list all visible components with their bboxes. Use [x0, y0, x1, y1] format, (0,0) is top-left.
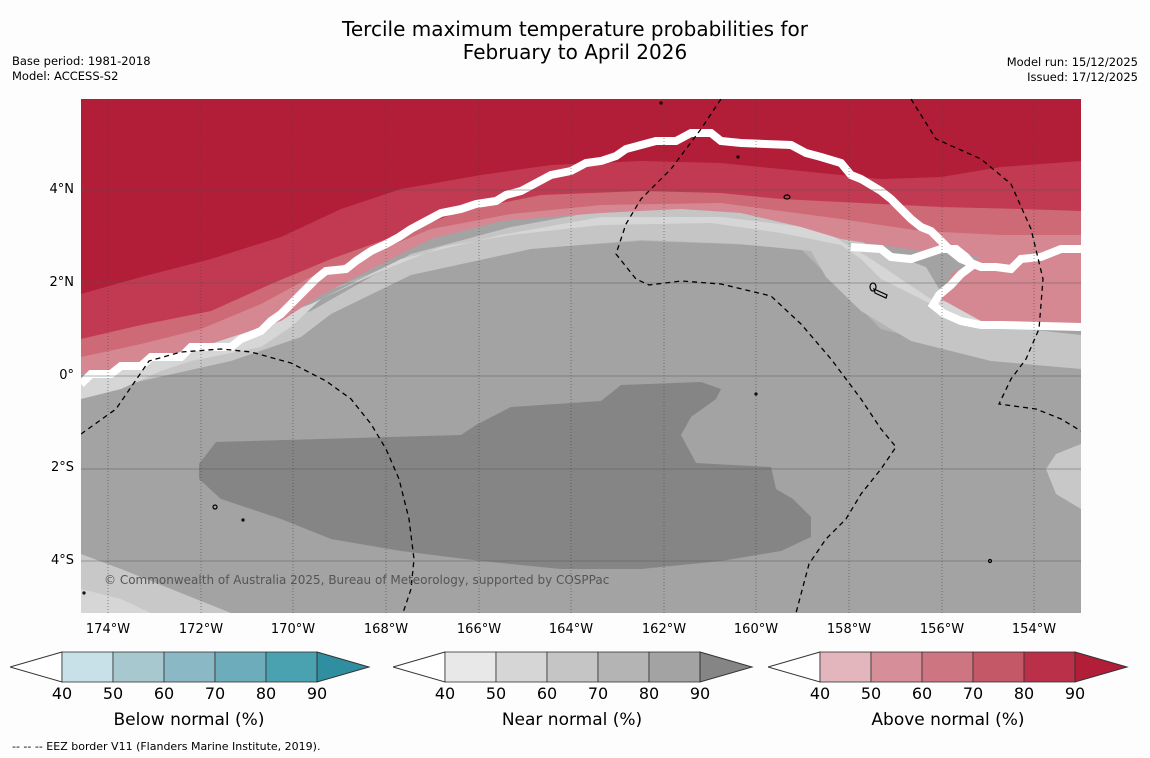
cbar-above-70-80	[972, 651, 1025, 683]
eez-border-west	[81, 348, 415, 613]
eez-footnote: -- -- -- EEZ border V11 (Flanders Marine…	[12, 740, 321, 753]
model-run: Model run: 15/12/2025	[1006, 55, 1138, 69]
lon-label-162w: 162°W	[641, 622, 687, 637]
island-10	[754, 392, 758, 396]
cbar-below-tick: 60	[153, 684, 175, 703]
cbar-below-tick: 70	[204, 684, 226, 703]
cbar-above-40-50	[819, 651, 872, 683]
cbar-above-max-arrow	[1074, 651, 1129, 683]
cbar-below-tick: 80	[255, 684, 277, 703]
lat-label-2n: 2°N	[49, 275, 75, 290]
cbar-above-tick: 90	[1064, 684, 1086, 703]
islands	[82, 101, 993, 595]
lon-label-158w: 158°W	[826, 622, 872, 637]
cbar-below-min-arrow	[10, 651, 63, 683]
cbar-below-tick: 50	[102, 684, 124, 703]
region-near-70-sw	[81, 554, 231, 613]
cbar-near-max-arrow	[699, 651, 754, 683]
cbar-near-60-70	[546, 651, 599, 683]
cbar-near-tick: 80	[638, 684, 660, 703]
colorbar-near-normal	[393, 651, 754, 683]
cbar-above-title: Above normal (%)	[871, 710, 1025, 730]
region-near-60-sw	[81, 589, 151, 613]
colorbar-above-normal	[768, 651, 1129, 683]
cbar-above-60-70	[921, 651, 974, 683]
cbar-near-70-80	[597, 651, 650, 683]
title-line-1: Tercile maximum temperature probabilitie…	[342, 17, 808, 41]
cbar-near-tick: 90	[689, 684, 711, 703]
island-1	[783, 194, 791, 200]
cbar-near-tick: 40	[434, 684, 456, 703]
lon-label-174w: 174°W	[85, 622, 131, 637]
issued-date: Issued: 17/12/2025	[1027, 70, 1138, 84]
cbar-below-tick: 40	[51, 684, 73, 703]
cbar-above-tick: 40	[809, 684, 831, 703]
island-8	[241, 518, 245, 522]
lon-label-168w: 168°W	[363, 622, 409, 637]
eez-borders	[81, 99, 1081, 613]
cbar-near-min-arrow	[393, 651, 446, 683]
island-6	[659, 101, 663, 105]
lat-label-0: 0°	[59, 368, 74, 383]
cbar-above-min-arrow	[768, 651, 821, 683]
meta-right: Model run: 15/12/2025 Issued: 17/12/2025	[1007, 55, 1138, 85]
cbar-near-tick: 50	[485, 684, 507, 703]
island-2	[869, 282, 877, 292]
cbar-near-title: Near normal (%)	[501, 710, 643, 730]
base-period: Base period: 1981-2018	[12, 54, 151, 68]
lon-label-160w: 160°W	[733, 622, 779, 637]
cbar-above-tick: 80	[1013, 684, 1035, 703]
cbar-below-tick: 90	[306, 684, 328, 703]
lon-label-156w: 156°W	[919, 622, 965, 637]
lat-label-4n: 4°N	[49, 182, 75, 197]
region-above-90	[81, 99, 1081, 294]
island-9	[82, 591, 86, 595]
model-name: Model: ACCESS-S2	[12, 69, 119, 83]
colorbar-below-normal	[10, 651, 371, 683]
lat-label-4s: 4°S	[50, 553, 74, 568]
cbar-below-80-90	[265, 651, 318, 683]
cbar-above-tick: 50	[860, 684, 882, 703]
cbar-near-80-90	[648, 651, 701, 683]
cbar-near-50-60	[495, 651, 548, 683]
cbar-above-tick: 60	[911, 684, 933, 703]
cbar-below-70-80	[214, 651, 267, 683]
cbar-below-60-70	[163, 651, 216, 683]
cbar-below-50-60	[112, 651, 165, 683]
island-7	[736, 155, 740, 159]
island-3	[873, 287, 888, 299]
region-near-90	[199, 382, 811, 569]
copyright-notice: © Commonwealth of Australia 2025, Bureau…	[104, 573, 610, 587]
cbar-near-tick: 60	[536, 684, 558, 703]
lon-label-164w: 164°W	[548, 622, 594, 637]
cbar-above-50-60	[870, 651, 923, 683]
lon-label-170w: 170°W	[270, 622, 316, 637]
cbar-above-80-90	[1023, 651, 1076, 683]
lat-label-2s: 2°S	[50, 460, 74, 475]
region-near-70-e	[1046, 444, 1081, 509]
cbar-near-tick: 70	[587, 684, 609, 703]
meta-left: Base period: 1981-2018 Model: ACCESS-S2	[12, 54, 151, 84]
cbar-above-tick: 70	[962, 684, 984, 703]
lon-label-166w: 166°W	[456, 622, 502, 637]
graticule	[81, 189, 1081, 562]
island-4	[212, 504, 218, 510]
cbar-near-40-50	[444, 651, 497, 683]
lon-label-154w: 154°W	[1011, 622, 1057, 637]
cbar-below-title: Below normal (%)	[113, 710, 265, 730]
region-near-60-n	[81, 207, 1081, 397]
contour-40-east	[850, 243, 1081, 331]
eez-border-central	[615, 99, 897, 613]
cbar-below-40-50	[61, 651, 114, 683]
lon-label-172w: 172°W	[178, 622, 224, 637]
title-line-2: February to April 2026	[462, 40, 688, 64]
map-title: Tercile maximum temperature probabilitie…	[0, 18, 1150, 64]
island-5	[987, 558, 993, 564]
eez-border-east	[910, 99, 1081, 432]
probability-map	[81, 99, 1081, 613]
cbar-below-max-arrow	[316, 651, 371, 683]
contour-40-white	[81, 129, 1081, 387]
